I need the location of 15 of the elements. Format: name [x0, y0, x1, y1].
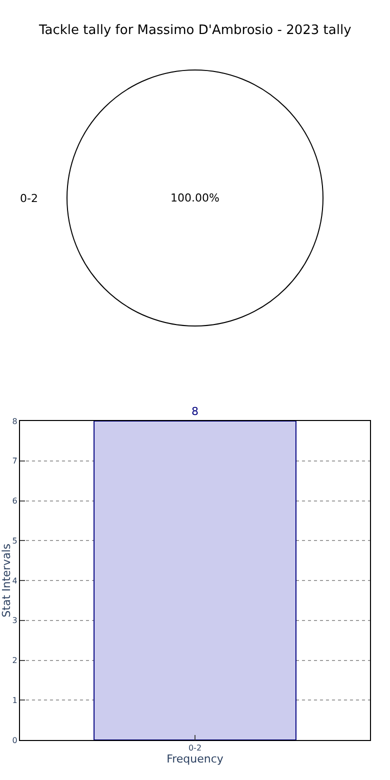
x-axis-title: Frequency: [166, 752, 224, 766]
y-tick-label: 1: [12, 696, 18, 705]
data-label: 8: [192, 405, 198, 418]
data-label: 100.00%: [170, 192, 220, 204]
y-tick-label: 4: [12, 576, 18, 586]
y-tick-label: 7: [12, 456, 18, 466]
y-tick-label: 5: [12, 536, 18, 546]
y-tick-label: 3: [12, 616, 18, 626]
y-tick-label: 8: [12, 416, 18, 426]
slice-label: 0-2: [20, 192, 38, 205]
y-tick-label: 2: [12, 656, 18, 666]
chart-title: Tackle tally for Massimo D'Ambrosio - 2023 tally: [38, 23, 352, 38]
y-tick-label: 0: [12, 736, 18, 745]
y-axis-title: Stat Intervals: [0, 543, 13, 618]
y-tick-label: 6: [12, 496, 18, 506]
